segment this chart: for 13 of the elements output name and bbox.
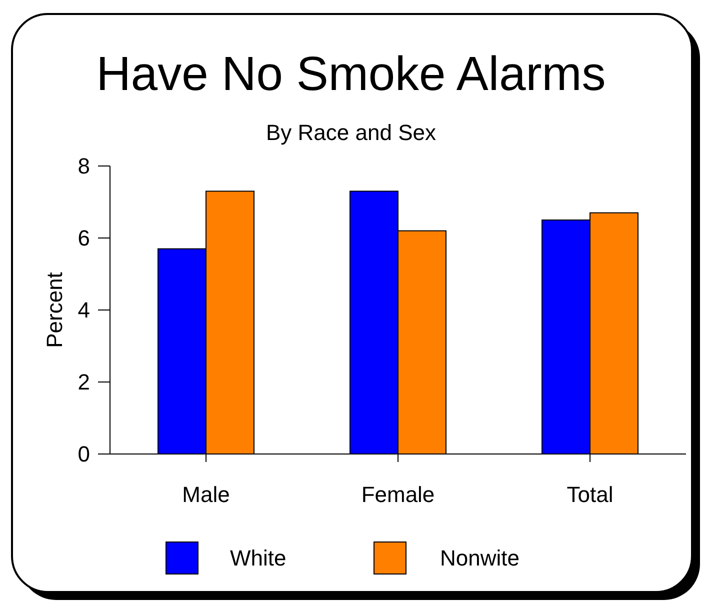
- y-axis-title: Percent: [42, 272, 67, 348]
- legend-label: Nonwite: [440, 546, 520, 571]
- x-tick-label: Total: [566, 482, 614, 507]
- y-tick-label: 6: [78, 226, 90, 251]
- y-tick-label: 8: [78, 154, 90, 179]
- chart-subtitle: By Race and Sex: [266, 120, 436, 145]
- y-tick-label: 0: [78, 442, 90, 467]
- legend-label: White: [230, 546, 286, 571]
- y-tick-label: 2: [78, 370, 90, 395]
- x-tick-label: Female: [361, 482, 435, 507]
- x-tick-label: Male: [182, 482, 230, 507]
- chart-title: Have No Smoke Alarms: [96, 48, 606, 101]
- y-tick-label: 4: [78, 298, 90, 323]
